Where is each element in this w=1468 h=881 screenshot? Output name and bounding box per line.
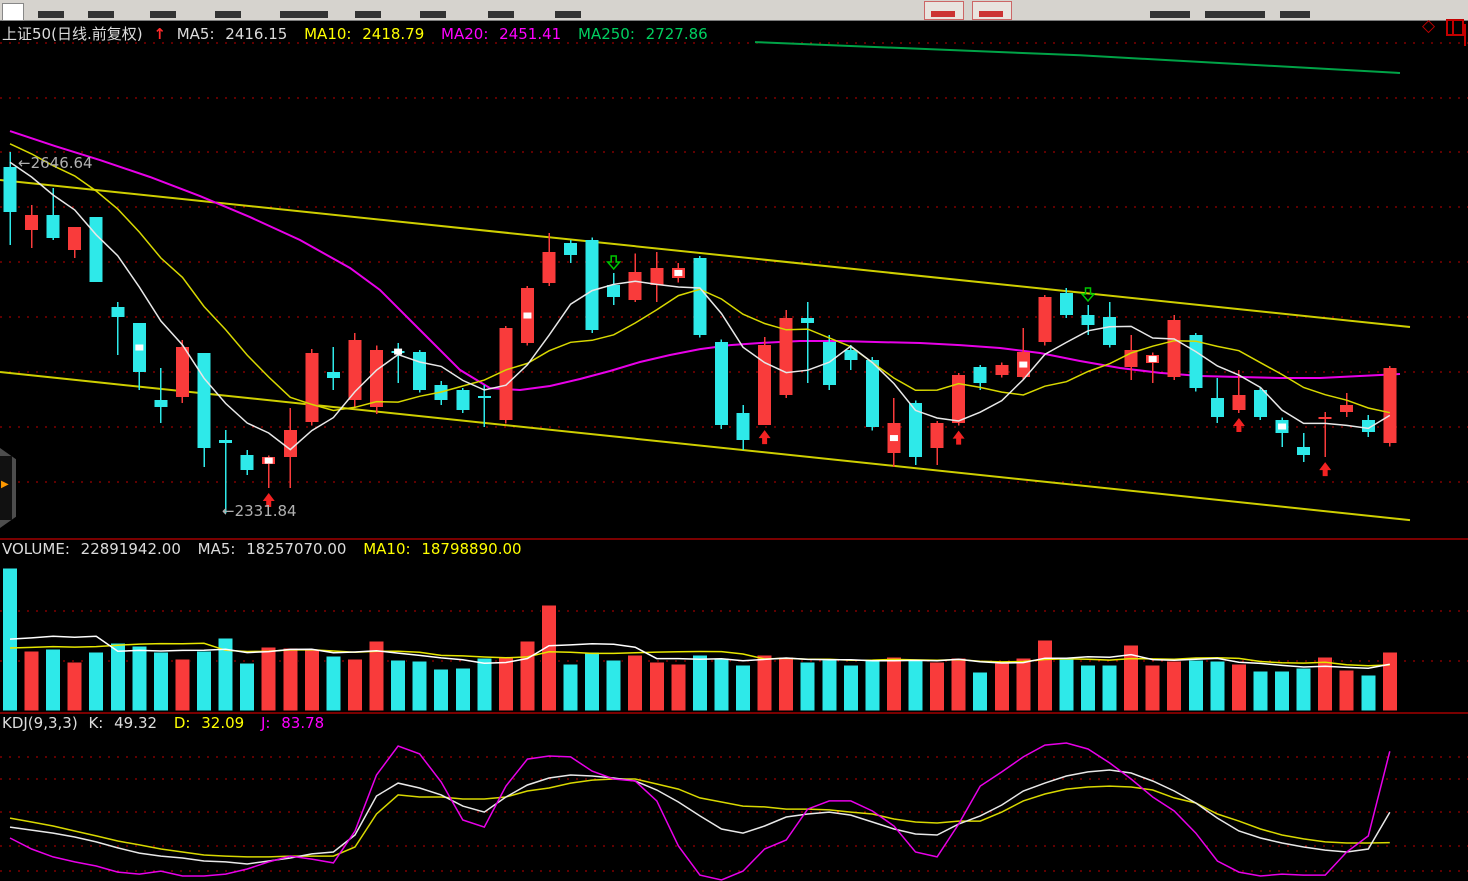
menubar-logo-box [2, 3, 24, 21]
sidebar-expand-tab[interactable]: ▶ [0, 448, 16, 528]
ma5-label: MA5: [176, 25, 215, 43]
j-label: J: [261, 714, 271, 732]
up-arrow-icon: ↑ [153, 25, 166, 43]
ma10-label: MA10: [304, 25, 352, 43]
menu-item-stub[interactable] [1205, 11, 1265, 18]
menu-item-stub[interactable] [355, 11, 381, 18]
menu-item-stub[interactable] [150, 11, 176, 18]
main-chart-header: 上证50(日线.前复权) ↑ MA5: 2416.15 MA10: 2418.7… [2, 23, 720, 44]
split-window-icon[interactable] [1446, 19, 1464, 36]
menu-item-stub[interactable] [88, 11, 114, 18]
menubar [0, 0, 1468, 21]
ma250-value: 2727.86 [645, 25, 708, 43]
menu-item-stub[interactable] [1280, 11, 1310, 18]
d-value: 32.09 [201, 714, 245, 732]
menu-item-stub[interactable] [280, 11, 328, 18]
menu-item-stub[interactable] [488, 11, 514, 18]
menu-item-stub[interactable] [215, 11, 241, 18]
menu-item-stub[interactable] [1150, 11, 1190, 18]
volume-label: VOLUME: [2, 540, 70, 558]
high-price-annotation: ←2646.64 [18, 154, 93, 172]
vol-ma10-label: MA10: [363, 540, 411, 558]
ma10-value: 2418.79 [362, 25, 425, 43]
right-edge-marker [1464, 24, 1466, 46]
k-value: 49.32 [114, 714, 158, 732]
volume-value: 22891942.00 [80, 540, 181, 558]
d-label: D: [173, 714, 191, 732]
menu-item-stub[interactable] [38, 11, 64, 18]
kdj-header: KDJ(9,3,3) K: 49.32 D: 32.09 J: 83.78 [2, 714, 336, 732]
diamond-icon[interactable]: ◇ [1422, 16, 1436, 36]
vol-ma5-label: MA5: [197, 540, 236, 558]
menu-item-stub[interactable] [420, 11, 446, 18]
menu-button-red-2[interactable] [972, 1, 1012, 20]
ma20-value: 2451.41 [499, 25, 562, 43]
sidebar-expand-tab-body [0, 456, 12, 520]
symbol-title: 上证50(日线.前复权) [2, 25, 143, 43]
low-price-annotation: ←2331.84 [222, 502, 297, 520]
kdj-name: KDJ(9,3,3) [2, 714, 78, 732]
k-label: K: [88, 714, 104, 732]
j-value: 83.78 [281, 714, 325, 732]
ma250-label: MA250: [577, 25, 635, 43]
vol-ma10-value: 18798890.00 [421, 540, 522, 558]
ma20-label: MA20: [441, 25, 489, 43]
menu-button-red-1[interactable] [924, 1, 964, 20]
volume-header: VOLUME: 22891942.00 MA5: 18257070.00 MA1… [2, 540, 534, 558]
menu-item-stub[interactable] [555, 11, 581, 18]
ma5-value: 2416.15 [225, 25, 288, 43]
expand-arrow-icon: ▶ [1, 479, 9, 490]
vol-ma5-value: 18257070.00 [246, 540, 347, 558]
